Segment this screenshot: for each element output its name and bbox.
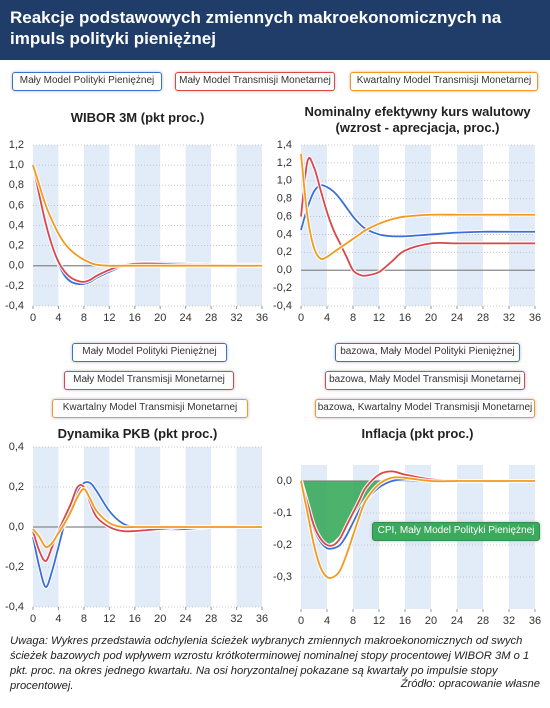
x-tick-label: 0 [30,613,36,625]
footer-source: Źródło: opracowanie własne [396,678,540,690]
line [32,164,262,267]
x-tick-label: 24 [451,615,463,627]
y-tick-label: 0,0 [277,475,292,487]
x-tick-label: 20 [154,613,166,625]
legend-entry: Mały Model Polityki Pieniężnej [72,343,227,362]
x-tick-label: 8 [81,613,87,625]
y-tick-label: -0,2 [5,561,24,573]
x-tick-label: 32 [230,613,242,625]
x-tick-label: 20 [425,615,437,627]
x-tick-label: 24 [180,613,192,625]
x-tick-label: 4 [55,312,61,324]
chart-title: Nominalny efektywny kurs walutowy (wzros… [304,104,531,135]
y-tick-label: -0,1 [273,507,292,519]
y-tick-label: 0,6 [9,199,24,211]
y-tick-label: -0,4 [5,601,24,613]
x-tick-label: 28 [477,312,489,324]
x-tick-label: 16 [399,312,411,324]
x-tick-label: 28 [205,613,217,625]
footer-note: Uwaga: Wykres przedstawia odchylenia ści… [10,635,530,692]
x-tick-label: 4 [55,613,61,625]
x-tick-label: 12 [373,615,385,627]
line [300,153,535,260]
y-tick-label: 0,4 [9,219,24,231]
x-tick-label: 32 [230,312,242,324]
y-tick-label: 1,2 [277,157,292,169]
x-tick-label: 0 [298,312,304,324]
x-tick-label: 16 [129,613,141,625]
y-tick-label: 0,4 [9,441,24,453]
x-tick-label: 32 [503,312,515,324]
legend-entry: CPI, Mały Model Polityki Pieniężnej [372,522,540,541]
y-tick-label: 0,8 [277,193,292,205]
x-tick-label: 24 [451,312,463,324]
x-tick-label: 8 [350,312,356,324]
x-tick-label: 24 [180,312,192,324]
y-tick-label: 0,6 [277,210,292,222]
y-tick-label: 1,0 [277,175,292,187]
x-tick-label: 4 [324,615,330,627]
y-tick-label: 0,2 [277,246,292,258]
x-tick-label: 36 [256,613,268,625]
line [300,476,535,579]
y-tick-label: -0,4 [5,300,24,312]
y-tick-label: 0,0 [9,521,24,533]
x-tick-label: 36 [256,312,268,324]
legend-entry: Kwartalny Model Transmisji Monetarnej [350,72,538,91]
x-tick-label: 16 [129,312,141,324]
header-title: Reakcje podstawowych zmiennych makroekon… [0,0,550,60]
chart-title: Inflacja (pkt proc.) [361,426,474,441]
y-tick-label: -0,3 [273,571,292,583]
x-tick-label: 4 [324,312,330,324]
y-tick-label: 0,4 [277,228,292,240]
y-tick-label: -0,2 [273,539,292,551]
y-tick-label: 1,2 [9,139,24,151]
x-tick-label: 36 [529,615,541,627]
y-tick-label: 0,8 [9,179,24,191]
x-tick-label: 8 [350,615,356,627]
line [300,157,535,277]
y-tick-label: 1,0 [9,159,24,171]
x-tick-label: 12 [103,312,115,324]
band [405,145,431,306]
legend-entry: bazowa, Mały Model Polityki Pieniężnej [335,343,520,362]
legend-entry: Mały Model Transmisji Monetarnej [175,72,335,91]
x-tick-label: 8 [81,312,87,324]
x-tick-label: 0 [30,312,36,324]
y-tick-label: 0,2 [9,481,24,493]
y-tick-label: 0,2 [9,240,24,252]
x-tick-label: 20 [425,312,437,324]
x-tick-label: 12 [103,613,115,625]
x-tick-label: 36 [529,312,541,324]
legend-entry: Mały Model Transmisji Monetarnej [64,371,234,390]
x-tick-label: 12 [373,312,385,324]
y-tick-label: -0,4 [273,300,292,312]
x-tick-label: 28 [477,615,489,627]
band [457,145,483,306]
x-tick-label: 32 [503,615,515,627]
legend-entry: bazowa, Kwartalny Model Transmisji Monet… [315,399,535,418]
y-tick-label: -0,2 [273,282,292,294]
x-tick-label: 28 [205,312,217,324]
x-tick-label: 16 [399,615,411,627]
y-tick-label: 0,0 [277,264,292,276]
chart-title: WIBOR 3M (pkt proc.) [70,110,205,125]
chart-title: Dynamika PKB (pkt proc.) [57,426,218,441]
y-tick-label: 0,0 [9,260,24,272]
legend-entry: Mały Model Polityki Pieniężnej [12,72,162,91]
line [32,488,262,549]
x-tick-label: 20 [154,312,166,324]
x-tick-label: 0 [298,615,304,627]
y-tick-label: 1,4 [277,139,292,151]
y-tick-label: -0,2 [5,280,24,292]
band [509,145,535,306]
legend-entry: Kwartalny Model Transmisji Monetarnej [52,399,248,418]
legend-entry: bazowa, Mały Model Transmisji Monetarnej [325,371,525,390]
